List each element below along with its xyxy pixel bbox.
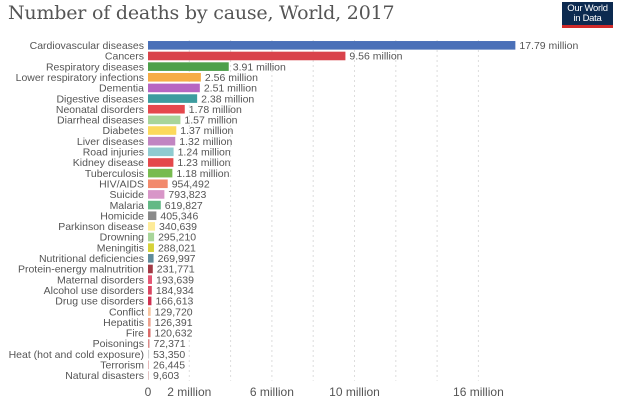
bar[interactable]: [148, 169, 172, 178]
bar[interactable]: [148, 318, 151, 327]
bar[interactable]: [148, 201, 161, 210]
bar[interactable]: [148, 339, 149, 348]
bar[interactable]: [148, 62, 229, 71]
bar[interactable]: [148, 329, 150, 338]
bar[interactable]: [148, 158, 173, 167]
bar[interactable]: [148, 116, 180, 125]
x-tick-label: 10 million: [329, 385, 380, 399]
bar[interactable]: [148, 243, 154, 252]
x-axis: 0 2 million 6 million 10 million 16 million: [145, 385, 504, 399]
bar[interactable]: [148, 41, 515, 50]
bar[interactable]: [148, 73, 201, 82]
bar[interactable]: [148, 137, 175, 146]
bar[interactable]: [148, 265, 153, 274]
bar[interactable]: [148, 52, 345, 61]
value-label: 9,603: [153, 370, 179, 382]
bars: Cardiovascular diseases 17.79 million Canc…: [9, 40, 579, 382]
bar[interactable]: [148, 275, 152, 284]
x-tick-label: 6 million: [250, 385, 294, 399]
bar[interactable]: [148, 307, 151, 316]
bar[interactable]: [148, 179, 168, 188]
x-tick-label: 0: [145, 385, 152, 399]
bar[interactable]: [148, 105, 185, 114]
bar[interactable]: [148, 254, 154, 263]
bar[interactable]: [148, 350, 149, 359]
value-label: 17.79 million: [519, 40, 578, 52]
bar[interactable]: [148, 126, 176, 135]
bar-row[interactable]: Natural disasters 9,603: [65, 370, 179, 382]
category-label: Natural disasters: [65, 370, 144, 382]
bar[interactable]: [148, 361, 149, 370]
x-tick-label: 16 million: [453, 385, 504, 399]
bar[interactable]: [148, 297, 151, 306]
bar[interactable]: [148, 233, 154, 242]
bar[interactable]: [148, 148, 174, 157]
bar[interactable]: [148, 84, 200, 93]
bar[interactable]: [148, 211, 156, 220]
bar[interactable]: [148, 94, 197, 103]
bar[interactable]: [148, 222, 155, 231]
bar[interactable]: [148, 190, 164, 199]
bar[interactable]: [148, 371, 149, 380]
bar[interactable]: [148, 286, 152, 295]
x-tick-label: 2 million: [167, 385, 211, 399]
value-label: 9.56 million: [349, 51, 402, 63]
